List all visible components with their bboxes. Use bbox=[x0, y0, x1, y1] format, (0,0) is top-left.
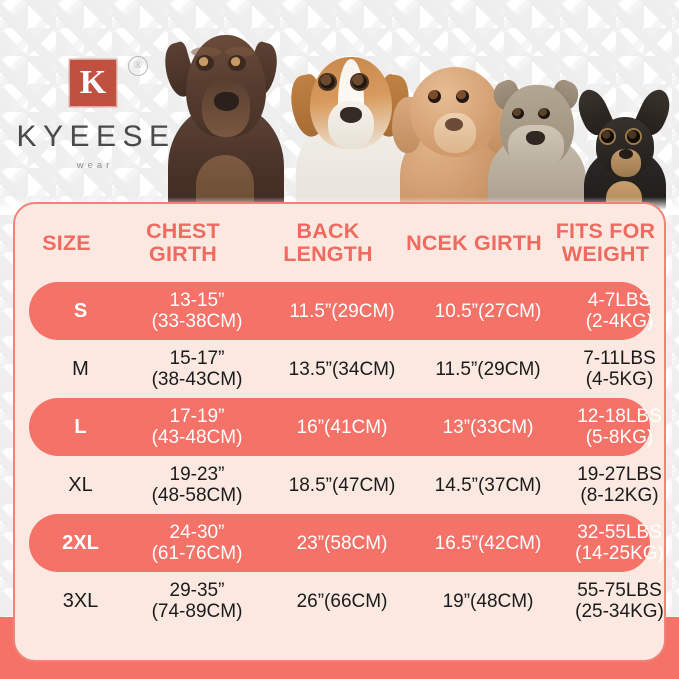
doberman-nose bbox=[214, 92, 239, 111]
cell-neck-girth: 10.5”(27CM) bbox=[434, 300, 542, 322]
doberman-brow-left bbox=[191, 47, 221, 57]
cell-neck-girth: 19”(48CM) bbox=[442, 590, 534, 612]
brand-tagline: wear bbox=[76, 160, 114, 171]
table-row[interactable]: M 15-17” (38-43CM) 13.5”(34CM) 11.5”(29CM) 7-… bbox=[29, 340, 656, 398]
brand-name: KYEESE bbox=[16, 120, 176, 153]
column-header-chest-girth: CHEST GIRTH bbox=[146, 219, 220, 266]
table-body: S 13-15” (33-38CM) 11.5”(29CM) 10.5”(27CM) 4-… bbox=[15, 282, 664, 630]
poodle-eye-right bbox=[456, 90, 469, 103]
schnauzer-eye-left bbox=[512, 108, 524, 119]
cell-back-length: 26”(66CM) bbox=[296, 590, 388, 612]
poodle-nose bbox=[445, 118, 463, 131]
registered-trademark-icon: ® bbox=[128, 56, 148, 76]
cell-size: S bbox=[73, 299, 88, 322]
cell-size: L bbox=[74, 415, 87, 438]
doberman-eye-right bbox=[230, 57, 244, 69]
doberman-eye-left bbox=[198, 57, 212, 69]
cell-back-length: 13.5”(34CM) bbox=[288, 358, 396, 380]
cell-fits-for-weight: 32-55LBS (14-25KG) bbox=[575, 522, 664, 564]
cell-chest-girth: 17-19” (43-48CM) bbox=[151, 406, 243, 448]
beagle-eye-left bbox=[320, 75, 335, 89]
column-header-back-length: BACK LENGTH bbox=[283, 219, 373, 266]
cell-fits-for-weight: 7-11LBS (4-5KG) bbox=[583, 348, 656, 390]
column-header-size: SIZE bbox=[42, 230, 91, 255]
column-header-fits-for-weight: FITS FOR WEIGHT bbox=[555, 219, 656, 266]
brand-logo: K KYEESE wear bbox=[8, 60, 178, 171]
cell-neck-girth: 16.5”(42CM) bbox=[434, 532, 542, 554]
cell-chest-girth: 29-35” (74-89CM) bbox=[151, 580, 243, 622]
cell-back-length: 23”(58CM) bbox=[296, 532, 388, 554]
table-row[interactable]: 2XL 24-30” (61-76CM) 23”(58CM) 16.5”(42CM) 32… bbox=[29, 514, 664, 572]
cell-back-length: 16”(41CM) bbox=[296, 416, 388, 438]
size-chart-card: SIZE CHEST GIRTH BACK LENGTH NCEK GIRTH … bbox=[13, 202, 666, 662]
schnauzer-eye-right bbox=[538, 108, 550, 119]
chihuahua-eye-left bbox=[601, 130, 614, 143]
cell-neck-girth: 14.5”(37CM) bbox=[434, 474, 542, 496]
cell-fits-for-weight: 19-27LBS (8-12KG) bbox=[577, 464, 662, 506]
table-row[interactable]: 3XL 29-35” (74-89CM) 26”(66CM) 19”(48CM) 55-7… bbox=[29, 572, 664, 630]
cell-fits-for-weight: 55-75LBS (25-34KG) bbox=[575, 580, 664, 622]
chihuahua-nose bbox=[619, 149, 633, 159]
cell-back-length: 11.5”(29CM) bbox=[289, 300, 395, 322]
poodle-eye-left bbox=[428, 90, 441, 103]
table-row[interactable]: XL 19-23” (48-58CM) 18.5”(47CM) 14.5”(37CM) 1… bbox=[29, 456, 661, 514]
cell-size: M bbox=[72, 357, 89, 380]
cell-chest-girth: 19-23” (48-58CM) bbox=[151, 464, 243, 506]
cell-chest-girth: 24-30” (61-76CM) bbox=[151, 522, 243, 564]
beagle-eye-right bbox=[352, 75, 367, 89]
table-row[interactable]: L 17-19” (43-48CM) 16”(41CM) 13”(33CM) 12-18L… bbox=[29, 398, 662, 456]
cell-size: 3XL bbox=[62, 589, 99, 612]
cell-neck-girth: 13”(33CM) bbox=[442, 416, 534, 438]
cell-fits-for-weight: 4-7LBS (2-4KG) bbox=[585, 290, 654, 332]
cell-chest-girth: 13-15” (33-38CM) bbox=[151, 290, 243, 332]
cell-size: 2XL bbox=[62, 531, 99, 554]
cell-chest-girth: 15-17” (38-43CM) bbox=[151, 348, 243, 390]
cell-size: XL bbox=[68, 473, 93, 496]
table-row[interactable]: S 13-15” (33-38CM) 11.5”(29CM) 10.5”(27CM) 4-… bbox=[29, 282, 653, 340]
column-header-neck-girth: NCEK GIRTH bbox=[406, 230, 542, 255]
cell-fits-for-weight: 12-18LBS (5-8KG) bbox=[577, 406, 662, 448]
doberman-brow-right bbox=[225, 47, 255, 57]
schnauzer-nose bbox=[526, 131, 545, 145]
cell-back-length: 18.5”(47CM) bbox=[288, 474, 396, 496]
beagle-nose bbox=[340, 107, 362, 123]
table-header-row: SIZE CHEST GIRTH BACK LENGTH NCEK GIRTH … bbox=[15, 204, 664, 282]
cell-neck-girth: 11.5”(29CM) bbox=[435, 358, 541, 380]
logo-mark-icon: K bbox=[70, 60, 116, 106]
chihuahua-eye-right bbox=[627, 130, 640, 143]
